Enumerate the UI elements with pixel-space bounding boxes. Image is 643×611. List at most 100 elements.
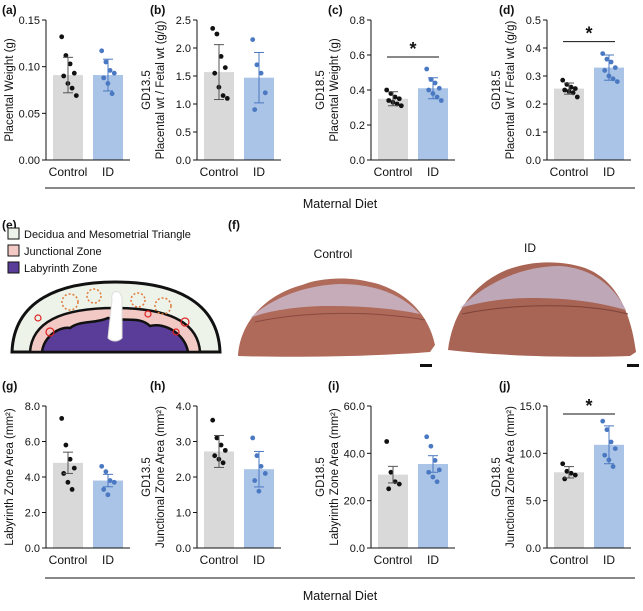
data-point-id <box>438 98 444 103</box>
y-tick-label: 2.0 <box>176 472 191 484</box>
chart-i: (i) 0.0 20.0 40.0 60.0 Control ID GD18.5 Labyrin… <box>315 379 455 567</box>
data-point-control <box>214 435 220 441</box>
y-tick-label: 1.0 <box>176 99 191 111</box>
micrograph-id-label: ID <box>524 241 536 255</box>
y-axis-label: GD13.5 Placental Weight (g) <box>0 38 16 142</box>
data-point-control <box>388 91 394 96</box>
data-point-id <box>432 458 438 463</box>
y-tick-label: 0.15 <box>19 15 40 27</box>
y-axis-label: GD13.5 Placental wt / Fetal wt (g/g) <box>141 20 167 159</box>
data-point-control <box>222 447 228 453</box>
data-point-id <box>614 79 620 84</box>
chart-g: (g) 0.0 2.0 4.0 6.0 8.0 Control ID GD13.5 Labyrin… <box>0 379 130 567</box>
data-point-control <box>562 87 568 93</box>
y-axis-label: GD13.5 Junctional Zone Area (mm²) <box>141 406 167 548</box>
data-point-control <box>63 442 69 448</box>
significance-marker: * <box>409 39 416 59</box>
data-point-control <box>386 98 392 103</box>
data-point-control <box>224 96 230 101</box>
data-point-id <box>99 48 105 54</box>
data-point-id <box>107 68 113 73</box>
data-point-control <box>220 460 226 466</box>
chart-j: (j) 0.0 5.0 10.0 15.0 Control ID GD18.5 Junction… <box>491 379 631 567</box>
vessel-icon <box>45 327 55 337</box>
data-point-control <box>222 65 228 70</box>
spiral-artery-icon <box>154 297 172 315</box>
y-tick-label: 1.5 <box>176 71 191 83</box>
x-category-label: Control <box>550 165 589 179</box>
data-point-control <box>560 461 566 467</box>
data-point-id <box>424 434 430 440</box>
histology-micrographs: (f) Control ID <box>228 218 639 367</box>
data-point-control <box>574 94 580 100</box>
y-axis-label-text: Labyrinth Zone Area (mm²) <box>329 408 341 546</box>
placenta-diagram: (e) Decidua and Mesometrial Triangle Jun… <box>2 218 222 354</box>
y-tick-label: 0.2 <box>526 99 541 111</box>
data-point-control <box>61 73 67 79</box>
data-point-control <box>562 476 568 482</box>
x-category-label: ID <box>427 165 439 179</box>
panel-letter-a: (a) <box>2 3 17 17</box>
panel-letter-j: (j) <box>499 379 510 393</box>
y-tick-label: 0.5 <box>176 127 191 139</box>
y-tick-label: 0.00 <box>19 155 40 167</box>
data-point-id <box>250 435 256 441</box>
chart-a: (a) 0.00 0.05 0.10 0.15 Control ID GD13.5 Placen… <box>0 3 130 179</box>
data-point-control <box>384 87 390 93</box>
chart-b: (b) 0.0 0.5 1.0 1.5 2.0 2.5 Control ID GD13.5 Plac… <box>141 3 281 179</box>
data-point-id <box>428 443 434 449</box>
control-zone-boundary <box>254 312 426 323</box>
data-point-id <box>610 464 616 469</box>
x-category-label: ID <box>427 553 439 567</box>
data-point-control <box>572 86 578 91</box>
data-point-id <box>101 75 107 81</box>
y-tick-label: 3.0 <box>176 437 191 449</box>
y-tick-label: 10.0 <box>520 448 541 460</box>
y-tick-label: 2.0 <box>25 508 40 520</box>
x-category-label: ID <box>253 553 265 567</box>
y-tick-label: 0.0 <box>176 155 191 167</box>
y-tick-label: 4.0 <box>176 401 191 413</box>
y-axis-label: GD18.5 Labyrinth Zone Area (mm²) <box>315 408 341 546</box>
y-tick-label: 5.0 <box>526 496 541 508</box>
significance-marker: * <box>585 396 592 416</box>
y-tick-label: 0.0 <box>350 543 365 555</box>
data-point-control <box>564 468 570 474</box>
data-point-id <box>107 478 113 483</box>
data-point-control <box>212 453 218 459</box>
legend-swatch-junctional <box>7 244 20 257</box>
significance-marker: * <box>585 24 592 44</box>
data-point-control <box>386 486 392 492</box>
chart-title: GD18.5 <box>315 457 327 497</box>
data-point-id <box>109 91 115 97</box>
y-tick-label: 0.0 <box>350 155 365 167</box>
data-point-control <box>572 472 578 478</box>
data-point-control <box>67 456 73 462</box>
y-tick-label: 0.5 <box>526 15 541 27</box>
vessel-icon <box>144 310 152 318</box>
bar-control <box>554 472 584 548</box>
spiral-artery-icon <box>61 293 79 311</box>
chart-title: GD13.5 <box>0 457 2 497</box>
data-point-id <box>111 479 117 485</box>
data-point-id <box>602 452 608 458</box>
y-tick-label: 2.5 <box>176 15 191 27</box>
y-axis-label-text: Placental Weight (g) <box>329 38 341 142</box>
data-point-id <box>612 446 618 451</box>
x-category-label: ID <box>253 165 265 179</box>
x-category-label: Control <box>49 553 88 567</box>
panel-letter-i: (i) <box>328 379 339 393</box>
y-axis-label: GD18.5 Junctional Zone Area (mm²) <box>491 406 517 548</box>
y-axis-label: GD18.5 Placental wt / Fetal wt (g/g) <box>491 20 517 159</box>
spiral-artery-icon <box>86 288 102 304</box>
data-point-control <box>392 94 398 100</box>
data-point-control <box>59 34 65 40</box>
chart-title: GD13.5 <box>141 457 153 497</box>
y-axis-label-text: Junctional Zone Area (mm²) <box>505 406 517 548</box>
legend-label-labyrinth: Labyrinth Zone <box>24 263 97 275</box>
control-scale-bar <box>420 364 432 367</box>
maternal-diet-label-top: Maternal Diet <box>303 197 378 211</box>
data-point-id <box>252 107 258 112</box>
data-point-id <box>254 62 260 68</box>
